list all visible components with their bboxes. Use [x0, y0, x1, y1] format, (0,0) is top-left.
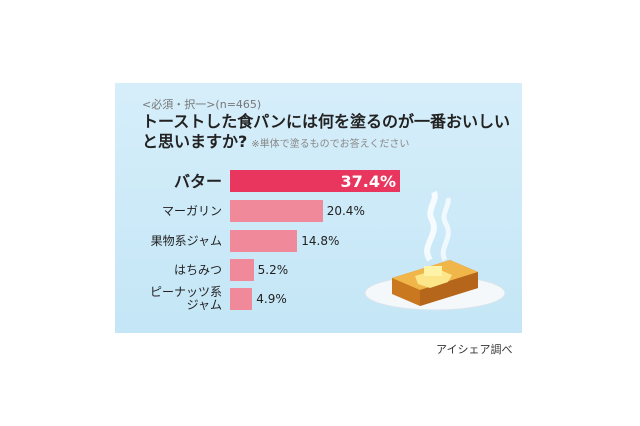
category-label: 果物系ジャム [150, 233, 222, 248]
toast-illustration [364, 190, 506, 311]
source: アイシェア調べ [436, 343, 513, 356]
value-label: 5.2% [257, 263, 289, 277]
bar [230, 200, 323, 222]
bar [230, 259, 254, 281]
bar [230, 288, 253, 310]
title: トーストした食パンには何を塗るのが一番おいしいと思いますか? [142, 112, 511, 151]
subtitle: ※単体で塗るものでお答えください [251, 139, 410, 150]
title-block: トーストした食パンには何を塗るのが一番おいしいと思いますか? ※単体で塗るものでお… [142, 112, 514, 155]
value-label: 14.8% [301, 234, 340, 248]
value-label: 20.4% [326, 204, 365, 218]
bar [230, 230, 298, 252]
category-label: バター [173, 171, 222, 191]
bar [230, 170, 400, 192]
category-label: ピーナッツ系ジャム [149, 285, 222, 312]
category-label: マーガリン [161, 203, 222, 218]
category-label: はちみつ [173, 262, 222, 277]
note: <必須・択一>(n=465) [142, 98, 262, 111]
value-label: 4.9% [256, 292, 287, 306]
value-label: 37.4% [340, 172, 396, 191]
